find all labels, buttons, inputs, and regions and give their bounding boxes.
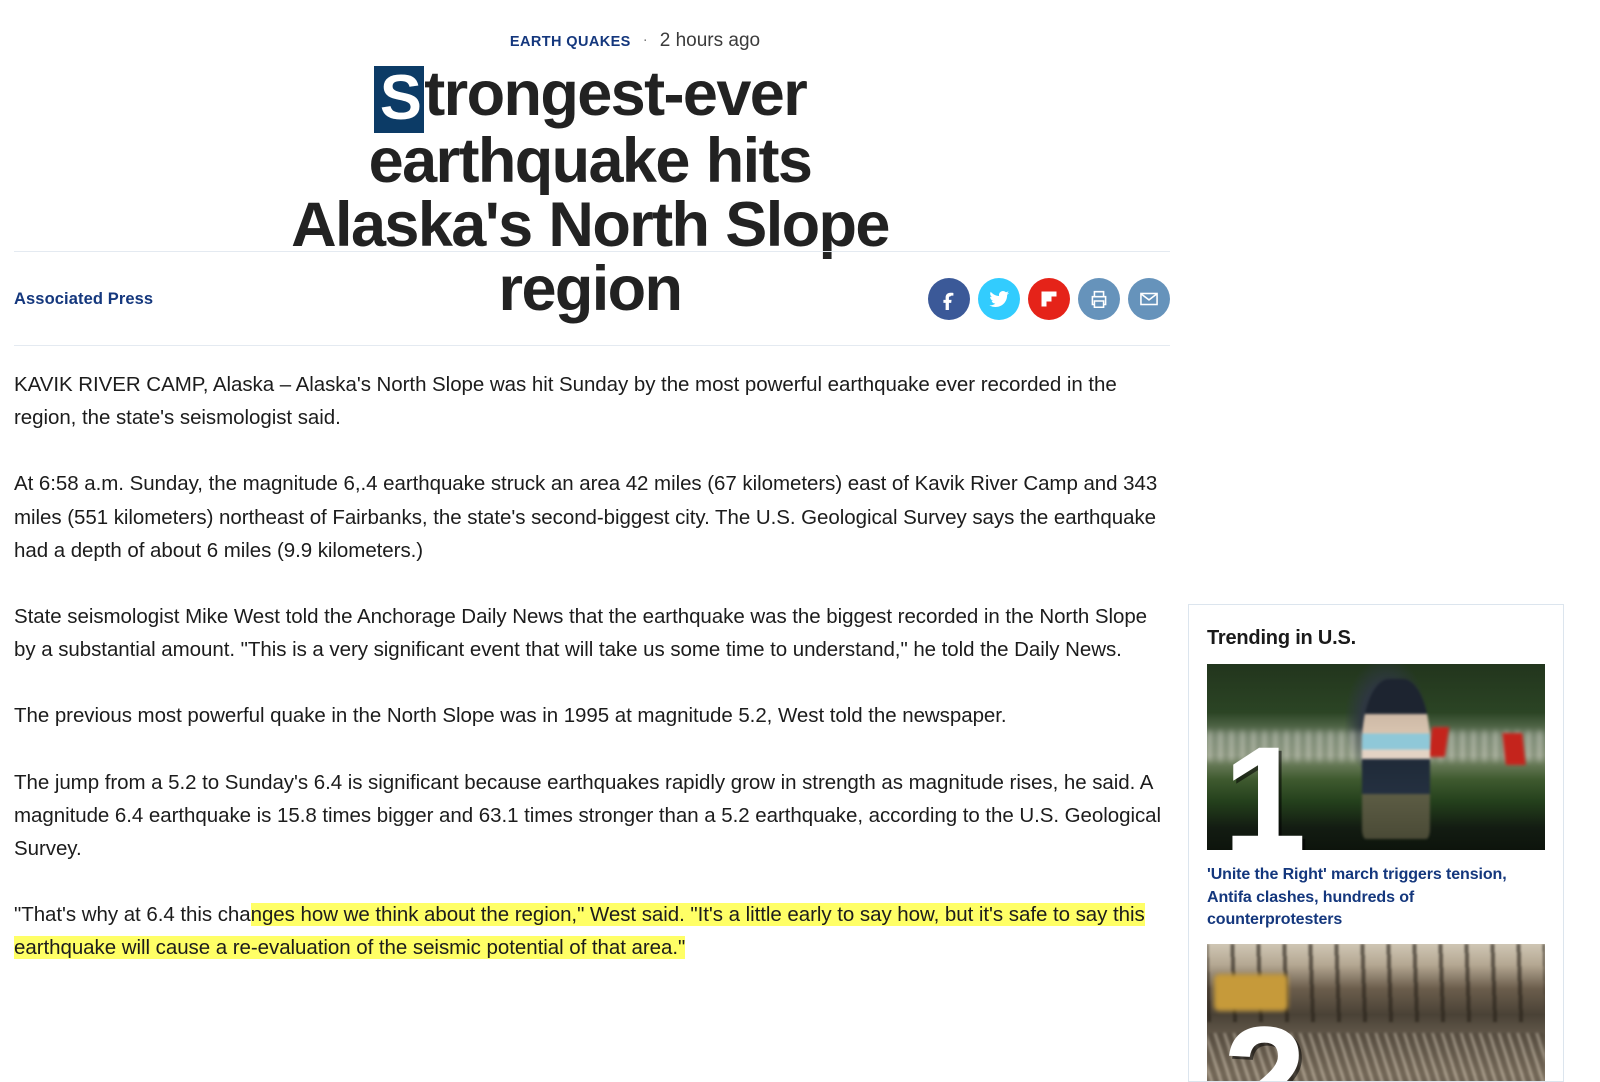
- envelope-icon: [1138, 288, 1160, 310]
- article-body: KAVIK RIVER CAMP, Alaska – Alaska's Nort…: [14, 368, 1164, 998]
- byline-row: Associated Press: [14, 268, 1170, 330]
- headline-line1: trongest-ever earthquake hits: [368, 59, 813, 196]
- debris-texture: [1207, 1033, 1545, 1081]
- timestamp: 2 hours ago: [659, 30, 761, 51]
- share-twitter-button[interactable]: [978, 278, 1020, 320]
- flag-shape: [1427, 727, 1450, 757]
- twitter-icon: [987, 287, 1011, 311]
- paragraph-4: The previous most powerful quake in the …: [14, 704, 1007, 728]
- flag-shape: [1502, 732, 1527, 765]
- share-toolbar: [928, 278, 1170, 320]
- flipboard-icon: [1039, 289, 1059, 309]
- kicker-separator: ·: [642, 31, 648, 48]
- protest-photo: [1207, 664, 1545, 850]
- trending-headline-1[interactable]: 'Unite the Right' march triggers tension…: [1207, 866, 1507, 929]
- trending-item-1[interactable]: 1 'Unite the Right' march triggers tensi…: [1189, 664, 1563, 932]
- paragraph-1: KAVIK RIVER CAMP, Alaska – Alaska's Nort…: [14, 373, 1117, 430]
- headline-dropcap: S: [373, 66, 425, 133]
- printer-icon: [1088, 288, 1110, 310]
- paragraph-3: State seismologist Mike West told the An…: [14, 605, 1148, 662]
- article-column: EARTH QUAKES · 2 hours ago Strongest-eve…: [0, 0, 1180, 322]
- share-print-button[interactable]: [1078, 278, 1120, 320]
- article-kicker: EARTH QUAKES · 2 hours ago: [0, 0, 1180, 52]
- wildfire-photo: [1207, 944, 1545, 1081]
- share-flipboard-button[interactable]: [1028, 278, 1070, 320]
- trending-thumbnail-1[interactable]: 1: [1207, 664, 1545, 850]
- divider-top: [14, 251, 1170, 252]
- paragraph-5: The jump from a 5.2 to Sunday's 6.4 is s…: [14, 770, 1162, 861]
- share-facebook-button[interactable]: [928, 278, 970, 320]
- divider-bottom: [14, 345, 1170, 346]
- headline-line2: Alaska's North Slope region: [291, 190, 890, 325]
- byline-source[interactable]: Associated Press: [14, 289, 154, 308]
- page-title: Strongest-ever earthquake hits Alaska's N…: [0, 62, 1180, 322]
- trending-item-2[interactable]: 2: [1189, 944, 1563, 1081]
- trending-panel: Trending in U.S. 1 'Unite the Right' mar…: [1188, 604, 1564, 1082]
- trending-thumbnail-2[interactable]: 2: [1207, 944, 1545, 1081]
- paragraph-6: "That's why at 6.4 this changes how we t…: [14, 898, 1164, 964]
- facebook-icon: [938, 288, 960, 310]
- paragraph-2: At 6:58 a.m. Sunday, the magnitude 6,.4 …: [14, 472, 1158, 562]
- share-email-button[interactable]: [1128, 278, 1170, 320]
- category-link[interactable]: EARTH QUAKES: [509, 34, 631, 50]
- paragraph-6-plain: "That's why at 6.4 this cha: [14, 903, 251, 927]
- trending-title: Trending in U.S.: [1207, 627, 1357, 649]
